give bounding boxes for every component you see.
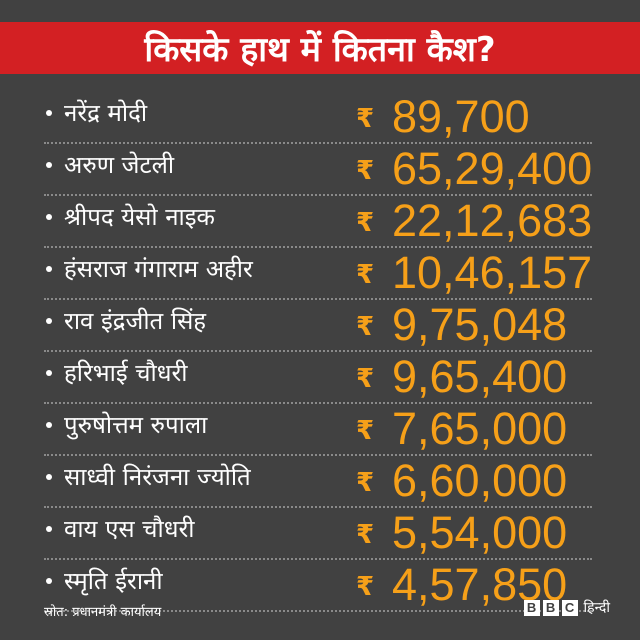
person-name: श्रीपद येसो नाइक bbox=[64, 203, 215, 231]
person-name: अरुण जेटली bbox=[64, 151, 175, 179]
cash-amount: 22,12,683 bbox=[392, 195, 593, 246]
person-name: वाय एस चौधरी bbox=[64, 515, 195, 543]
list-item: वाय एस चौधरी ₹ 5,54,000 bbox=[44, 508, 592, 560]
rupee-icon: ₹ bbox=[356, 104, 375, 134]
page-title: किसके हाथ में कितना कैश? bbox=[144, 30, 496, 70]
bullet-icon bbox=[46, 422, 52, 428]
rupee-icon: ₹ bbox=[356, 520, 375, 550]
bbc-hindi-logo: B B C हिन्दी bbox=[523, 598, 610, 617]
bullet-icon bbox=[46, 110, 52, 116]
bullet-icon bbox=[46, 474, 52, 480]
cash-amount: 65,29,400 bbox=[392, 143, 593, 194]
cash-amount: 6,60,000 bbox=[392, 455, 568, 506]
list-item: श्रीपद येसो नाइक ₹ 22,12,683 bbox=[44, 196, 592, 248]
bullet-icon bbox=[46, 370, 52, 376]
cash-amount: 5,54,000 bbox=[392, 507, 568, 558]
bullet-icon bbox=[46, 214, 52, 220]
rupee-icon: ₹ bbox=[356, 468, 375, 498]
logo-text: हिन्दी bbox=[583, 600, 610, 616]
person-name: स्मृति ईरानी bbox=[64, 567, 163, 595]
cash-amount: 9,75,048 bbox=[392, 299, 568, 350]
person-name: राव इंद्रजीत सिंह bbox=[64, 307, 207, 335]
cash-amount: 7,65,000 bbox=[392, 403, 568, 454]
rupee-icon: ₹ bbox=[356, 208, 375, 238]
rupee-icon: ₹ bbox=[356, 416, 375, 446]
list-item: पुरुषोत्तम रुपाला ₹ 7,65,000 bbox=[44, 404, 592, 456]
bullet-icon bbox=[46, 162, 52, 168]
cash-amount: 89,700 bbox=[392, 91, 530, 142]
list-item: राव इंद्रजीत सिंह ₹ 9,75,048 bbox=[44, 300, 592, 352]
bullet-icon bbox=[46, 266, 52, 272]
person-name: नरेंद्र मोदी bbox=[64, 99, 148, 127]
logo-letter: B bbox=[523, 599, 540, 616]
rupee-icon: ₹ bbox=[356, 572, 375, 602]
rupee-icon: ₹ bbox=[356, 156, 375, 186]
title-banner: किसके हाथ में कितना कैश? bbox=[0, 22, 640, 74]
bullet-icon bbox=[46, 526, 52, 532]
rupee-icon: ₹ bbox=[356, 260, 375, 290]
source-note: स्रोत: प्रधानमंत्री कार्यालय bbox=[44, 605, 162, 620]
list-item: हरिभाई चौधरी ₹ 9,65,400 bbox=[44, 352, 592, 404]
bullet-icon bbox=[46, 318, 52, 324]
rupee-icon: ₹ bbox=[356, 364, 375, 394]
cash-amount: 10,46,157 bbox=[392, 247, 593, 298]
logo-letter: B bbox=[542, 599, 559, 616]
logo-letter: C bbox=[561, 599, 578, 616]
cash-amount: 9,65,400 bbox=[392, 351, 568, 402]
rupee-icon: ₹ bbox=[356, 312, 375, 342]
list-item: हंसराज गंगाराम अहीर ₹ 10,46,157 bbox=[44, 248, 592, 300]
person-name: हरिभाई चौधरी bbox=[64, 359, 188, 387]
person-name: साध्वी निरंजना ज्योति bbox=[64, 463, 251, 491]
bullet-icon bbox=[46, 578, 52, 584]
list-item: साध्वी निरंजना ज्योति ₹ 6,60,000 bbox=[44, 456, 592, 508]
list-item: अरुण जेटली ₹ 65,29,400 bbox=[44, 144, 592, 196]
person-name: हंसराज गंगाराम अहीर bbox=[64, 255, 253, 283]
person-name: पुरुषोत्तम रुपाला bbox=[64, 411, 208, 439]
list-item: नरेंद्र मोदी ₹ 89,700 bbox=[44, 92, 592, 144]
